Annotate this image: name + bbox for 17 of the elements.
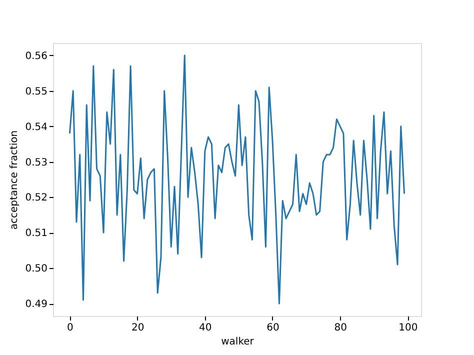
line-series	[68, 54, 406, 304]
x-tick-label: 40	[199, 322, 212, 334]
y-tick-label: 0.54	[25, 122, 48, 133]
x-axis-title: walker	[221, 336, 255, 348]
x-tick-label: 100	[398, 322, 418, 334]
y-tick-label: 0.55	[25, 86, 48, 98]
y-tick-label: 0.51	[25, 228, 48, 240]
x-tick-label: 80	[334, 322, 347, 334]
y-tick-label: 0.49	[25, 299, 48, 310]
x-tick-label: 20	[131, 322, 144, 334]
y-tick-label: 0.56	[25, 50, 48, 62]
x-tick-label: 0	[67, 322, 74, 334]
y-tick-label: 0.53	[25, 157, 48, 168]
y-axis-title: acceptance fraction	[9, 130, 20, 230]
y-tick-label: 0.50	[25, 264, 48, 275]
y-tick-label: 0.52	[25, 192, 48, 204]
x-tick-label: 60	[266, 322, 280, 334]
